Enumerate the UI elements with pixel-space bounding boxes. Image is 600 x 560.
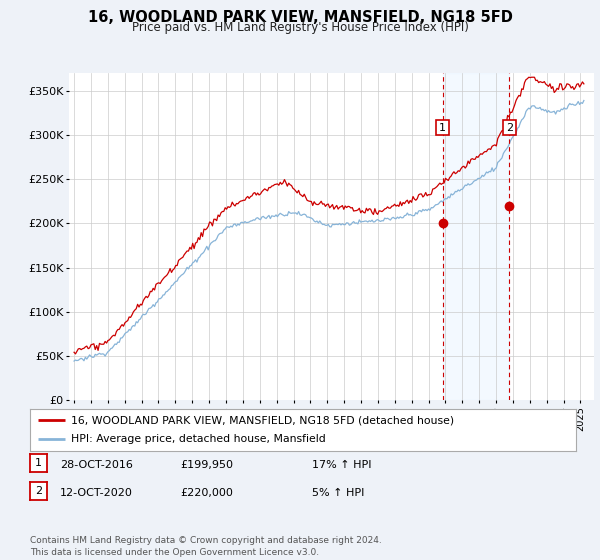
Text: 16, WOODLAND PARK VIEW, MANSFIELD, NG18 5FD: 16, WOODLAND PARK VIEW, MANSFIELD, NG18 … [88,10,512,25]
Text: 28-OCT-2016: 28-OCT-2016 [60,460,133,470]
Text: Contains HM Land Registry data © Crown copyright and database right 2024.
This d: Contains HM Land Registry data © Crown c… [30,536,382,557]
Text: £199,950: £199,950 [180,460,233,470]
Text: 1: 1 [35,458,42,468]
Text: £220,000: £220,000 [180,488,233,498]
Text: 12-OCT-2020: 12-OCT-2020 [60,488,133,498]
Text: HPI: Average price, detached house, Mansfield: HPI: Average price, detached house, Mans… [71,435,326,445]
Text: 1: 1 [439,123,446,133]
Text: 17% ↑ HPI: 17% ↑ HPI [312,460,371,470]
Text: 5% ↑ HPI: 5% ↑ HPI [312,488,364,498]
Text: 2: 2 [506,123,513,133]
Text: 16, WOODLAND PARK VIEW, MANSFIELD, NG18 5FD (detached house): 16, WOODLAND PARK VIEW, MANSFIELD, NG18 … [71,415,454,425]
Text: Price paid vs. HM Land Registry's House Price Index (HPI): Price paid vs. HM Land Registry's House … [131,21,469,34]
Text: 2: 2 [35,486,42,496]
Bar [443,73,509,400]
